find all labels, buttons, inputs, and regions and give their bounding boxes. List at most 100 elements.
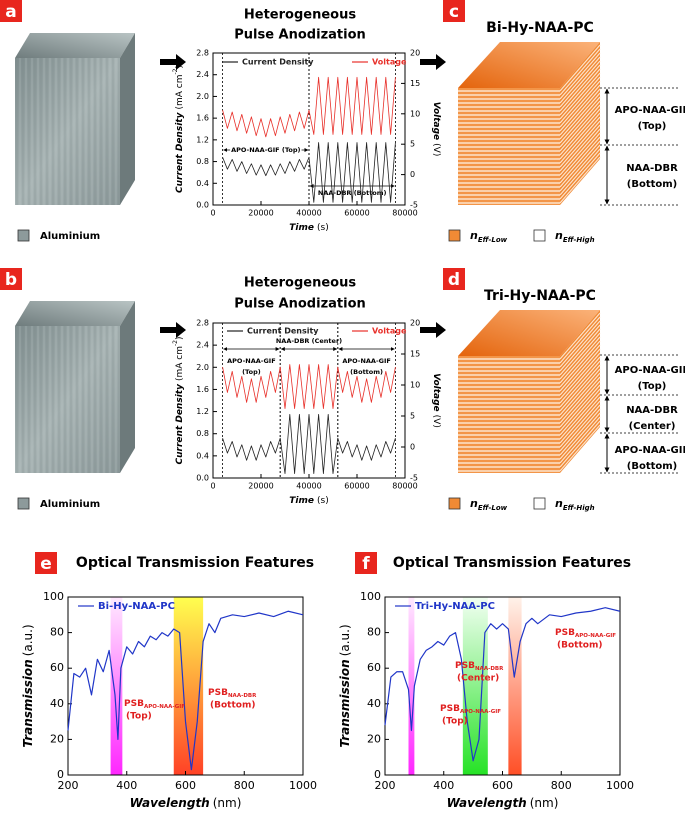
layer-stripe	[559, 152, 601, 200]
data-line	[222, 76, 396, 138]
chart-title: Heterogeneous	[244, 276, 356, 291]
layer-stripe	[559, 96, 601, 144]
highlight-band	[508, 597, 522, 775]
x-tick-label: 0	[210, 209, 215, 218]
layer-position: (Top)	[638, 381, 667, 392]
y-tick-label: 0	[57, 768, 64, 781]
layer-stripe	[559, 116, 601, 164]
layer-stripe	[559, 68, 601, 116]
region-label: APO-NAA-GIF	[342, 357, 391, 365]
layer-stripe	[559, 156, 601, 204]
y2-tick-label: 20	[410, 49, 420, 58]
region-label: (Bottom)	[350, 368, 383, 376]
axis-label-unit: (nm)	[530, 796, 559, 810]
legend-swatch	[448, 229, 461, 242]
y2-tick-label: 0	[410, 170, 415, 179]
highlight-band	[462, 597, 488, 775]
label-background	[230, 146, 302, 154]
cube-top	[458, 310, 600, 356]
layer-stripe	[559, 392, 601, 440]
x-tick-label: 200	[58, 779, 79, 792]
legend-label: Aluminium	[40, 231, 100, 242]
index-subscript: Eff-Low	[478, 236, 508, 244]
x-tick-label: 80000	[392, 482, 417, 491]
axis-label-unit: (V)	[432, 143, 442, 156]
y-tick-label: 0.8	[196, 429, 209, 438]
layer-stripe	[559, 120, 601, 168]
y-axis-label: Transmission (a.u.)	[21, 624, 35, 747]
y2-tick-label: 15	[410, 350, 420, 359]
axis-label-unit: (a.u.)	[338, 624, 352, 656]
layer-stripe	[559, 100, 601, 148]
x-tick-label: 1000	[289, 779, 317, 792]
cube-top	[458, 42, 600, 88]
annotation-label: PSB	[208, 688, 228, 698]
cube-front	[15, 326, 120, 473]
layer-stripe	[559, 72, 601, 120]
y-tick-label: 40	[367, 697, 381, 710]
panel-letter: c	[449, 2, 459, 22]
layer-stripe	[559, 384, 601, 432]
label-background	[226, 357, 277, 365]
chart-title: Heterogeneous	[244, 8, 356, 23]
axis-label-name: Transmission	[338, 659, 352, 747]
panel-badge	[35, 552, 57, 574]
y-tick-label: 40	[50, 697, 64, 710]
layer-stripe	[559, 48, 601, 96]
layer-stripe	[559, 364, 601, 412]
layer-stripe	[559, 112, 601, 160]
y-tick-label: 2.0	[196, 363, 209, 372]
panel-letter: f	[362, 554, 370, 574]
legend-label: nEff-Low	[470, 497, 508, 512]
y2-tick-label: 10	[410, 109, 420, 118]
label-background	[349, 368, 385, 376]
layer-stripe	[559, 132, 601, 180]
annotation-subscript: APO-NAA-GIF	[575, 633, 616, 639]
structure-title: Bi-Hy-NAA-PC	[486, 20, 594, 36]
layer-stripe	[559, 348, 601, 396]
layer-position: (Top)	[638, 121, 667, 132]
y2-tick-label: 5	[410, 412, 415, 421]
layer-stripe	[559, 60, 601, 108]
index-symbol: n	[470, 229, 478, 242]
layer-stripe	[559, 332, 601, 380]
layer-stripe	[559, 344, 601, 392]
axis-label-name: Current Density	[175, 383, 185, 465]
legend-label: Current Density	[247, 327, 319, 336]
y2-tick-label: -5	[410, 201, 418, 210]
axis-label-unit: (s)	[317, 496, 329, 506]
process-arrow	[160, 322, 186, 338]
layer-stripe	[559, 108, 601, 156]
layer-stripe	[559, 372, 601, 420]
axis-label-sup: -2	[172, 68, 179, 74]
axis-label-unit: )	[175, 65, 185, 69]
x-axis-label: Time (s)	[289, 496, 328, 506]
layer-stripe	[559, 88, 601, 136]
axis-label-unit: (V)	[432, 415, 442, 428]
y2-tick-label: 20	[410, 319, 420, 328]
layer-name: NAA-DBR	[626, 405, 678, 416]
band-annotation: PSBAPO-NAA-GIF	[124, 699, 185, 710]
panel-badge	[0, 268, 22, 290]
axis-label-name: Voltage	[432, 373, 442, 412]
highlight-band	[408, 597, 415, 775]
panel-letter: e	[40, 554, 52, 574]
x-tick-label: 40000	[296, 209, 321, 218]
annotation-label: PSB	[440, 704, 460, 714]
y-tick-label: 0.8	[196, 157, 209, 166]
y-tick-label: 1.6	[196, 114, 209, 123]
layer-name: APO-NAA-GIF	[615, 105, 685, 116]
x-tick-label: 1000	[606, 779, 634, 792]
x-tick-label: 0	[210, 482, 215, 491]
annotation-note: (Bottom)	[210, 701, 255, 711]
chart-title: Pulse Anodization	[234, 297, 366, 312]
axis-label-unit: (nm)	[213, 796, 242, 810]
x-tick-label: 800	[234, 779, 255, 792]
cube-top	[15, 33, 135, 58]
region-label: APO-NAA-GIF	[227, 357, 276, 365]
label-background	[241, 368, 262, 376]
layer-stripe	[559, 52, 601, 100]
layer-stripe	[559, 408, 601, 456]
annotation-note: (Center)	[457, 674, 499, 684]
